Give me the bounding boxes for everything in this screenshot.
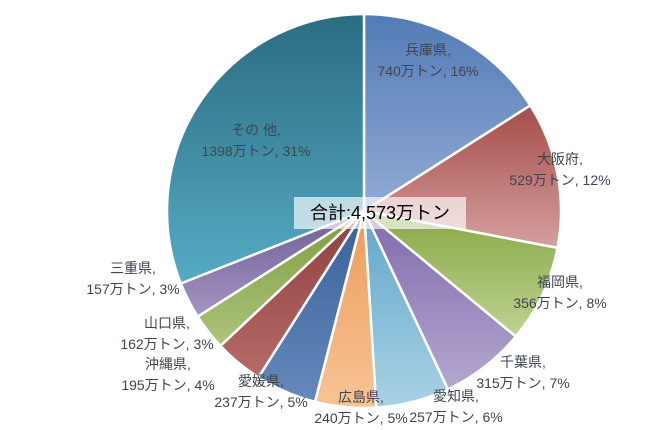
total-label: 合計:4,573万トン xyxy=(294,197,466,229)
pie-slice-1 xyxy=(362,12,532,213)
pie-slice-3 xyxy=(362,209,559,338)
